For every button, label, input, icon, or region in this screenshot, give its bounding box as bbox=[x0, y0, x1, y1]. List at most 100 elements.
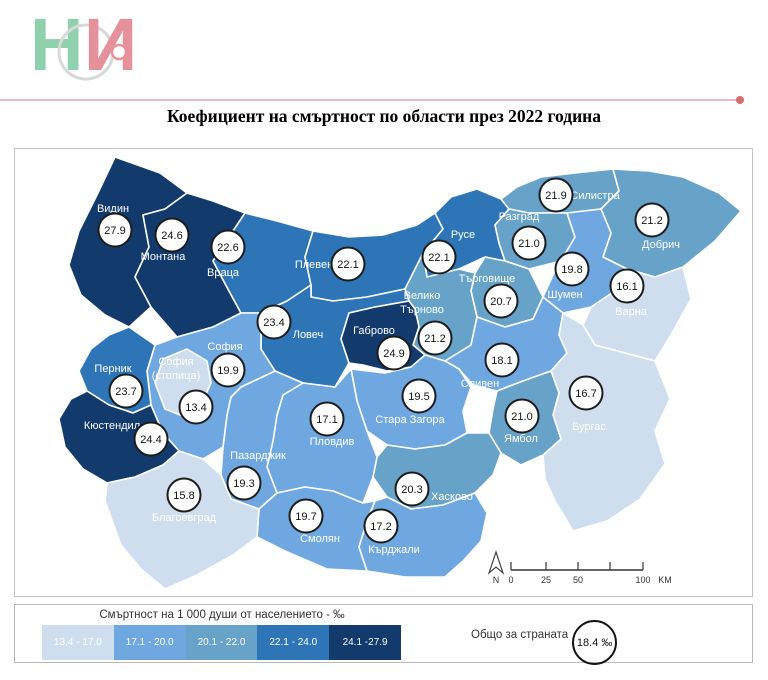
region-value-circle-pleven bbox=[330, 246, 366, 282]
region-value-circle-smolyan bbox=[288, 498, 324, 534]
region-label-sliven: Сливен bbox=[461, 378, 499, 390]
legend-title: Смъртност на 1 000 души от населението -… bbox=[99, 609, 345, 621]
header-rule bbox=[0, 96, 744, 104]
legend-class-4: 24.1 -27.9 bbox=[329, 625, 401, 660]
region-value-circle-veliko_tarnovo bbox=[417, 320, 453, 356]
logo-small-circle bbox=[110, 43, 128, 61]
region-label-kardzhali: Кърджали bbox=[368, 544, 420, 556]
region-value-circle-pazardzhik bbox=[226, 465, 262, 501]
region-label-yambol: Ямбол bbox=[504, 433, 538, 445]
region-label-pleven: Плевен bbox=[295, 259, 333, 271]
region-value-circle-silistra bbox=[538, 177, 574, 213]
region-value-circle-burgas bbox=[568, 375, 604, 411]
map-panel: Видин Монтана Враца Плевен Русе Силистра Разгр… bbox=[14, 148, 753, 597]
region-value-stara_zagora: 19.5 bbox=[408, 391, 429, 403]
region-value-sliven: 18.1 bbox=[491, 355, 512, 367]
region-value-circle-dobrich bbox=[634, 202, 670, 238]
region-value-lovech: 23.4 bbox=[263, 317, 284, 329]
region-value-circle-varna bbox=[609, 268, 645, 304]
region-label-lovech: Ловеч bbox=[293, 329, 324, 341]
region-value-circle-razgrad bbox=[511, 225, 547, 261]
region-value-circle-shumen bbox=[554, 251, 590, 287]
region-label-ruse: Русе bbox=[451, 229, 475, 241]
scale-bar-label: 100 bbox=[635, 575, 650, 585]
legend-swatches: 13.4 - 17.0 17.1 - 20.0 20.1 - 22.0 22.1 - … bbox=[42, 625, 401, 660]
region-label-smolyan: Смолян bbox=[300, 533, 340, 545]
national-total-label: Общо за страната bbox=[471, 628, 569, 641]
region-value-circle-kardzhali bbox=[363, 508, 399, 544]
scale-bar-label: 50 bbox=[573, 575, 583, 585]
region-value-targovishte: 20.7 bbox=[490, 296, 511, 308]
region-label-razgrad: Разград bbox=[499, 211, 540, 223]
region-value-pazardzhik: 19.3 bbox=[233, 478, 254, 490]
region-label-kyustendil: Кюстендил bbox=[84, 420, 140, 432]
national-total-value: 18.4 ‰ bbox=[576, 636, 613, 649]
region-value-circle-stara_zagora bbox=[401, 378, 437, 414]
region-value-veliko_tarnovo: 21.2 bbox=[424, 333, 445, 345]
region-value-circle-sofia_city bbox=[178, 389, 214, 425]
region-value-blagoevgrad: 15.8 bbox=[173, 490, 194, 502]
region-value-varna: 16.1 bbox=[616, 281, 637, 293]
region-value-haskovo: 20.3 bbox=[401, 484, 422, 496]
page-title: Коефициент на смъртност по области през … bbox=[166, 106, 602, 126]
region-label-montana: Монтана bbox=[141, 251, 187, 263]
region-value-kyustendil: 24.4 bbox=[140, 434, 161, 446]
region-value-shumen: 19.8 bbox=[561, 264, 582, 276]
legend-class-3: 22.1 - 24.0 bbox=[257, 625, 330, 660]
region-value-circle-blagoevgrad bbox=[166, 477, 202, 513]
region-value-kardzhali: 17.2 bbox=[370, 521, 391, 533]
region-label-dobrich: Добрич bbox=[642, 239, 680, 251]
region-value-circle-targovishte bbox=[483, 283, 519, 319]
region-label-blagoevgrad: Благоевград bbox=[152, 512, 217, 524]
region-value-vidin: 27.9 bbox=[104, 225, 125, 237]
region-label-sofia_obl: София bbox=[207, 341, 242, 353]
region-value-pleven: 22.1 bbox=[337, 259, 358, 271]
region-value-sofia_obl: 19.9 bbox=[217, 365, 238, 377]
region-value-circle-montana bbox=[154, 217, 190, 253]
legend-class-1: 17.1 - 20.0 bbox=[113, 625, 186, 660]
region-value-circle-kyustendil bbox=[133, 421, 169, 457]
region-label-gabrovo: Габрово bbox=[353, 325, 395, 337]
region-value-smolyan: 19.7 bbox=[295, 511, 316, 523]
region-value-circle-haskovo bbox=[394, 471, 430, 507]
north-arrow-icon bbox=[487, 550, 505, 575]
region-value-vratsa: 22.6 bbox=[217, 242, 238, 254]
bulgaria-choropleth-map: Видин Монтана Враца Плевен Русе Силистра Разгр… bbox=[15, 149, 752, 596]
region-value-ruse: 22.1 bbox=[428, 252, 449, 264]
region-value-silistra: 21.9 bbox=[545, 190, 566, 202]
region-label-burgas: Бургас bbox=[572, 421, 606, 433]
national-total-circle: 18.4 ‰ bbox=[572, 620, 618, 665]
region-value-circle-vidin bbox=[97, 212, 133, 248]
region-value-circle-pernik bbox=[108, 373, 144, 409]
region-label2-sofia_city: (столица) bbox=[152, 370, 201, 382]
region-value-circle-sliven bbox=[484, 342, 520, 378]
region-value-pernik: 23.7 bbox=[115, 386, 136, 398]
national-total: Общо за страната 18.4 ‰ bbox=[471, 605, 618, 665]
header-rule-dot bbox=[736, 96, 744, 104]
region-value-circle-sofia_obl bbox=[210, 352, 246, 388]
region-value-montana: 24.6 bbox=[161, 230, 182, 242]
region-label-pernik: Перник bbox=[94, 363, 131, 375]
region-value-sofia_city: 13.4 bbox=[185, 402, 206, 414]
region-label-vratsa: Враца bbox=[207, 267, 240, 279]
logo-letter-n: Н bbox=[30, 3, 83, 86]
region-dobrich bbox=[600, 168, 742, 278]
region-value-circle-yambol bbox=[504, 398, 540, 434]
north-arrow-label: N bbox=[493, 575, 500, 585]
region-value-circle-lovech bbox=[256, 304, 292, 340]
region-label-haskovo: Хасково bbox=[431, 491, 473, 503]
region-label-sofia_city: София bbox=[158, 356, 193, 368]
logo-letter-i: И bbox=[84, 3, 137, 86]
region-value-circle-vratsa bbox=[210, 229, 246, 265]
region-value-yambol: 21.0 bbox=[511, 411, 532, 423]
region-value-razgrad: 21.0 bbox=[518, 238, 539, 250]
region-label-shumen: Шумен bbox=[547, 289, 582, 301]
legend-panel: Смъртност на 1 000 души от населението -… bbox=[14, 604, 753, 665]
region-blagoevgrad bbox=[104, 450, 260, 590]
region-label2-veliko_tarnovo: Търново bbox=[400, 304, 444, 316]
scale-bar-label: 0 bbox=[508, 575, 513, 585]
region-value-circle-gabrovo bbox=[376, 335, 412, 371]
region-label-silistra: Силистра bbox=[570, 190, 620, 202]
region-label-targovishte: Търговище bbox=[459, 273, 516, 285]
